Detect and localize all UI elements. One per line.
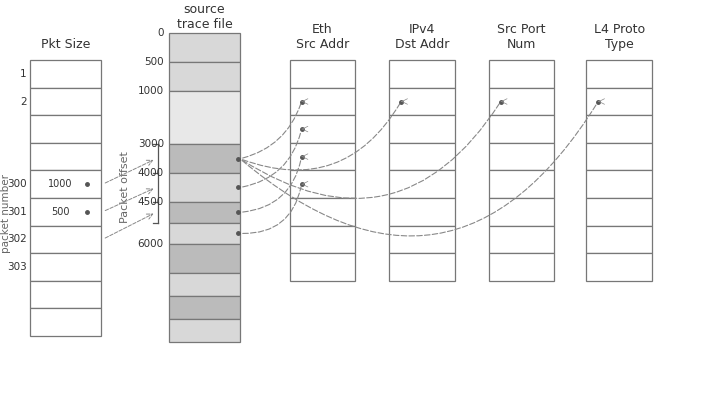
- FancyArrowPatch shape: [242, 187, 301, 233]
- Text: 3000: 3000: [138, 139, 164, 149]
- Bar: [289, 253, 355, 281]
- Bar: [169, 62, 240, 91]
- Bar: [30, 225, 101, 253]
- Bar: [586, 60, 652, 88]
- FancyArrowPatch shape: [242, 132, 301, 187]
- Bar: [586, 198, 652, 225]
- Text: 0: 0: [158, 28, 164, 39]
- Text: 2: 2: [20, 96, 26, 106]
- Text: L4 Proto
Type: L4 Proto Type: [593, 23, 645, 50]
- Bar: [30, 281, 101, 308]
- Bar: [169, 173, 240, 202]
- Bar: [489, 88, 555, 115]
- Text: 1: 1: [20, 69, 26, 79]
- Text: 300: 300: [7, 179, 26, 189]
- Bar: [389, 60, 455, 88]
- Text: 1000: 1000: [138, 86, 164, 96]
- Text: source
trace file: source trace file: [177, 4, 232, 31]
- Bar: [30, 60, 101, 88]
- Bar: [289, 170, 355, 198]
- Bar: [30, 253, 101, 281]
- Bar: [389, 143, 455, 170]
- Bar: [489, 170, 555, 198]
- Bar: [586, 253, 652, 281]
- Text: 303: 303: [7, 262, 26, 272]
- Bar: [489, 198, 555, 225]
- FancyArrowPatch shape: [242, 104, 301, 158]
- Bar: [169, 244, 240, 273]
- Bar: [389, 225, 455, 253]
- Bar: [169, 273, 240, 296]
- Bar: [30, 170, 101, 198]
- Bar: [389, 115, 455, 143]
- Bar: [489, 115, 555, 143]
- Bar: [30, 88, 101, 115]
- Bar: [169, 33, 240, 62]
- Bar: [169, 145, 240, 173]
- Text: IPv4
Dst Addr: IPv4 Dst Addr: [395, 23, 449, 50]
- Bar: [489, 225, 555, 253]
- Text: 301: 301: [7, 207, 26, 217]
- Bar: [30, 143, 101, 170]
- FancyArrowPatch shape: [242, 104, 400, 170]
- Bar: [169, 223, 240, 244]
- Bar: [289, 143, 355, 170]
- Text: 500: 500: [51, 207, 69, 217]
- FancyArrowPatch shape: [242, 104, 499, 198]
- Bar: [389, 88, 455, 115]
- Bar: [289, 115, 355, 143]
- Text: 1000: 1000: [48, 179, 72, 189]
- Text: 302: 302: [7, 234, 26, 244]
- Bar: [169, 318, 240, 341]
- Bar: [389, 253, 455, 281]
- FancyArrowPatch shape: [242, 159, 301, 212]
- Bar: [389, 170, 455, 198]
- Text: Packet offset: Packet offset: [120, 152, 130, 224]
- Bar: [489, 60, 555, 88]
- Bar: [586, 170, 652, 198]
- Bar: [586, 88, 652, 115]
- Bar: [489, 143, 555, 170]
- Text: Pkt Size: Pkt Size: [41, 38, 91, 50]
- Bar: [489, 253, 555, 281]
- Bar: [169, 91, 240, 145]
- Bar: [289, 225, 355, 253]
- Bar: [169, 296, 240, 318]
- Text: 500: 500: [144, 57, 164, 67]
- Bar: [169, 202, 240, 223]
- Bar: [30, 115, 101, 143]
- Bar: [586, 115, 652, 143]
- Bar: [289, 198, 355, 225]
- Text: 6000: 6000: [138, 239, 164, 249]
- Text: 4000: 4000: [138, 168, 164, 178]
- Text: 4500: 4500: [138, 197, 164, 207]
- Bar: [30, 198, 101, 225]
- Bar: [389, 198, 455, 225]
- Bar: [586, 225, 652, 253]
- Bar: [30, 308, 101, 336]
- Bar: [289, 60, 355, 88]
- FancyArrowPatch shape: [242, 104, 597, 236]
- Text: Src Port
Num: Src Port Num: [498, 23, 546, 50]
- Text: packet number: packet number: [1, 174, 11, 253]
- Bar: [586, 143, 652, 170]
- Bar: [289, 88, 355, 115]
- Text: Eth
Src Addr: Eth Src Addr: [296, 23, 349, 50]
